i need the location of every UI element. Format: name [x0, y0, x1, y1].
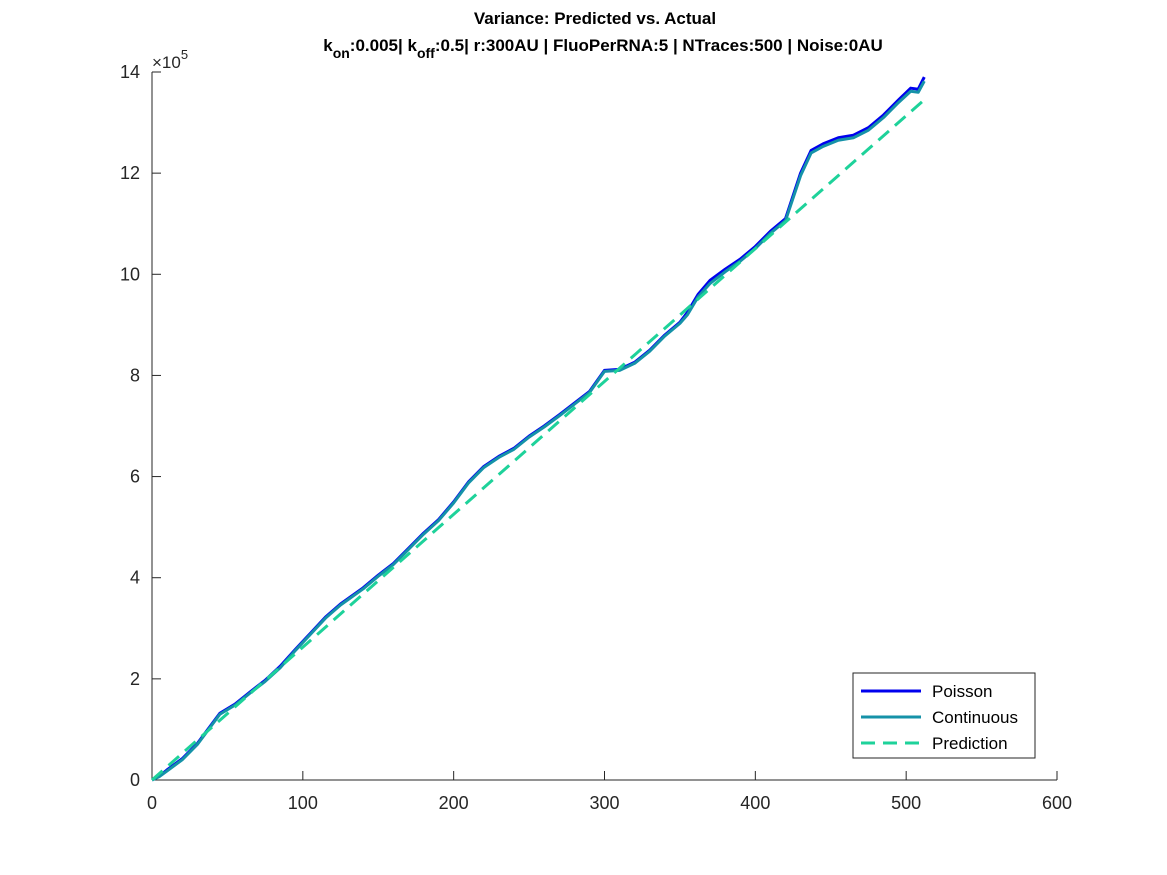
y-tick-label: 8 — [130, 365, 140, 385]
y-axis-ticks: 0 2 4 6 8 10 12 14 — [120, 62, 161, 790]
x-tick-label: 600 — [1042, 793, 1072, 813]
y-tick-label: 12 — [120, 163, 140, 183]
legend-label: Poisson — [932, 682, 992, 701]
subtitle-part: :0.005| k — [350, 36, 418, 55]
legend: Poisson Continuous Prediction — [852, 672, 1036, 759]
y-exponent-power: 5 — [181, 47, 188, 62]
x-tick-label: 0 — [147, 793, 157, 813]
x-tick-label: 400 — [740, 793, 770, 813]
y-tick-label: 0 — [130, 770, 140, 790]
x-axis-ticks: 0 100 200 300 400 500 600 — [147, 771, 1072, 813]
plot-lines — [151, 76, 926, 782]
subtitle-part: on — [333, 45, 350, 61]
y-tick-label: 6 — [130, 467, 140, 487]
y-tick-label: 2 — [130, 669, 140, 689]
chart-subtitle: kon:0.005| koff:0.5| r:300AU | FluoPerRN… — [323, 36, 883, 61]
series-line-continuous — [151, 80, 926, 782]
x-tick-label: 100 — [288, 793, 318, 813]
y-tick-label: 10 — [120, 264, 140, 284]
legend-label: Prediction — [932, 734, 1008, 753]
series-line-prediction — [151, 98, 926, 782]
legend-label: Continuous — [932, 708, 1018, 727]
subtitle-part: :0.5| r:300AU | FluoPerRNA:5 | NTraces:5… — [435, 36, 883, 55]
chart-title: Variance: Predicted vs. Actual — [474, 9, 716, 28]
subtitle-part: k — [323, 36, 333, 55]
y-tick-label: 14 — [120, 62, 140, 82]
x-tick-label: 500 — [891, 793, 921, 813]
x-tick-label: 200 — [439, 793, 469, 813]
x-tick-label: 300 — [589, 793, 619, 813]
y-exponent-label: ×105 — [152, 47, 188, 72]
y-tick-label: 4 — [130, 568, 140, 588]
y-exponent-base: ×10 — [152, 53, 181, 72]
subtitle-part: off — [417, 45, 435, 61]
